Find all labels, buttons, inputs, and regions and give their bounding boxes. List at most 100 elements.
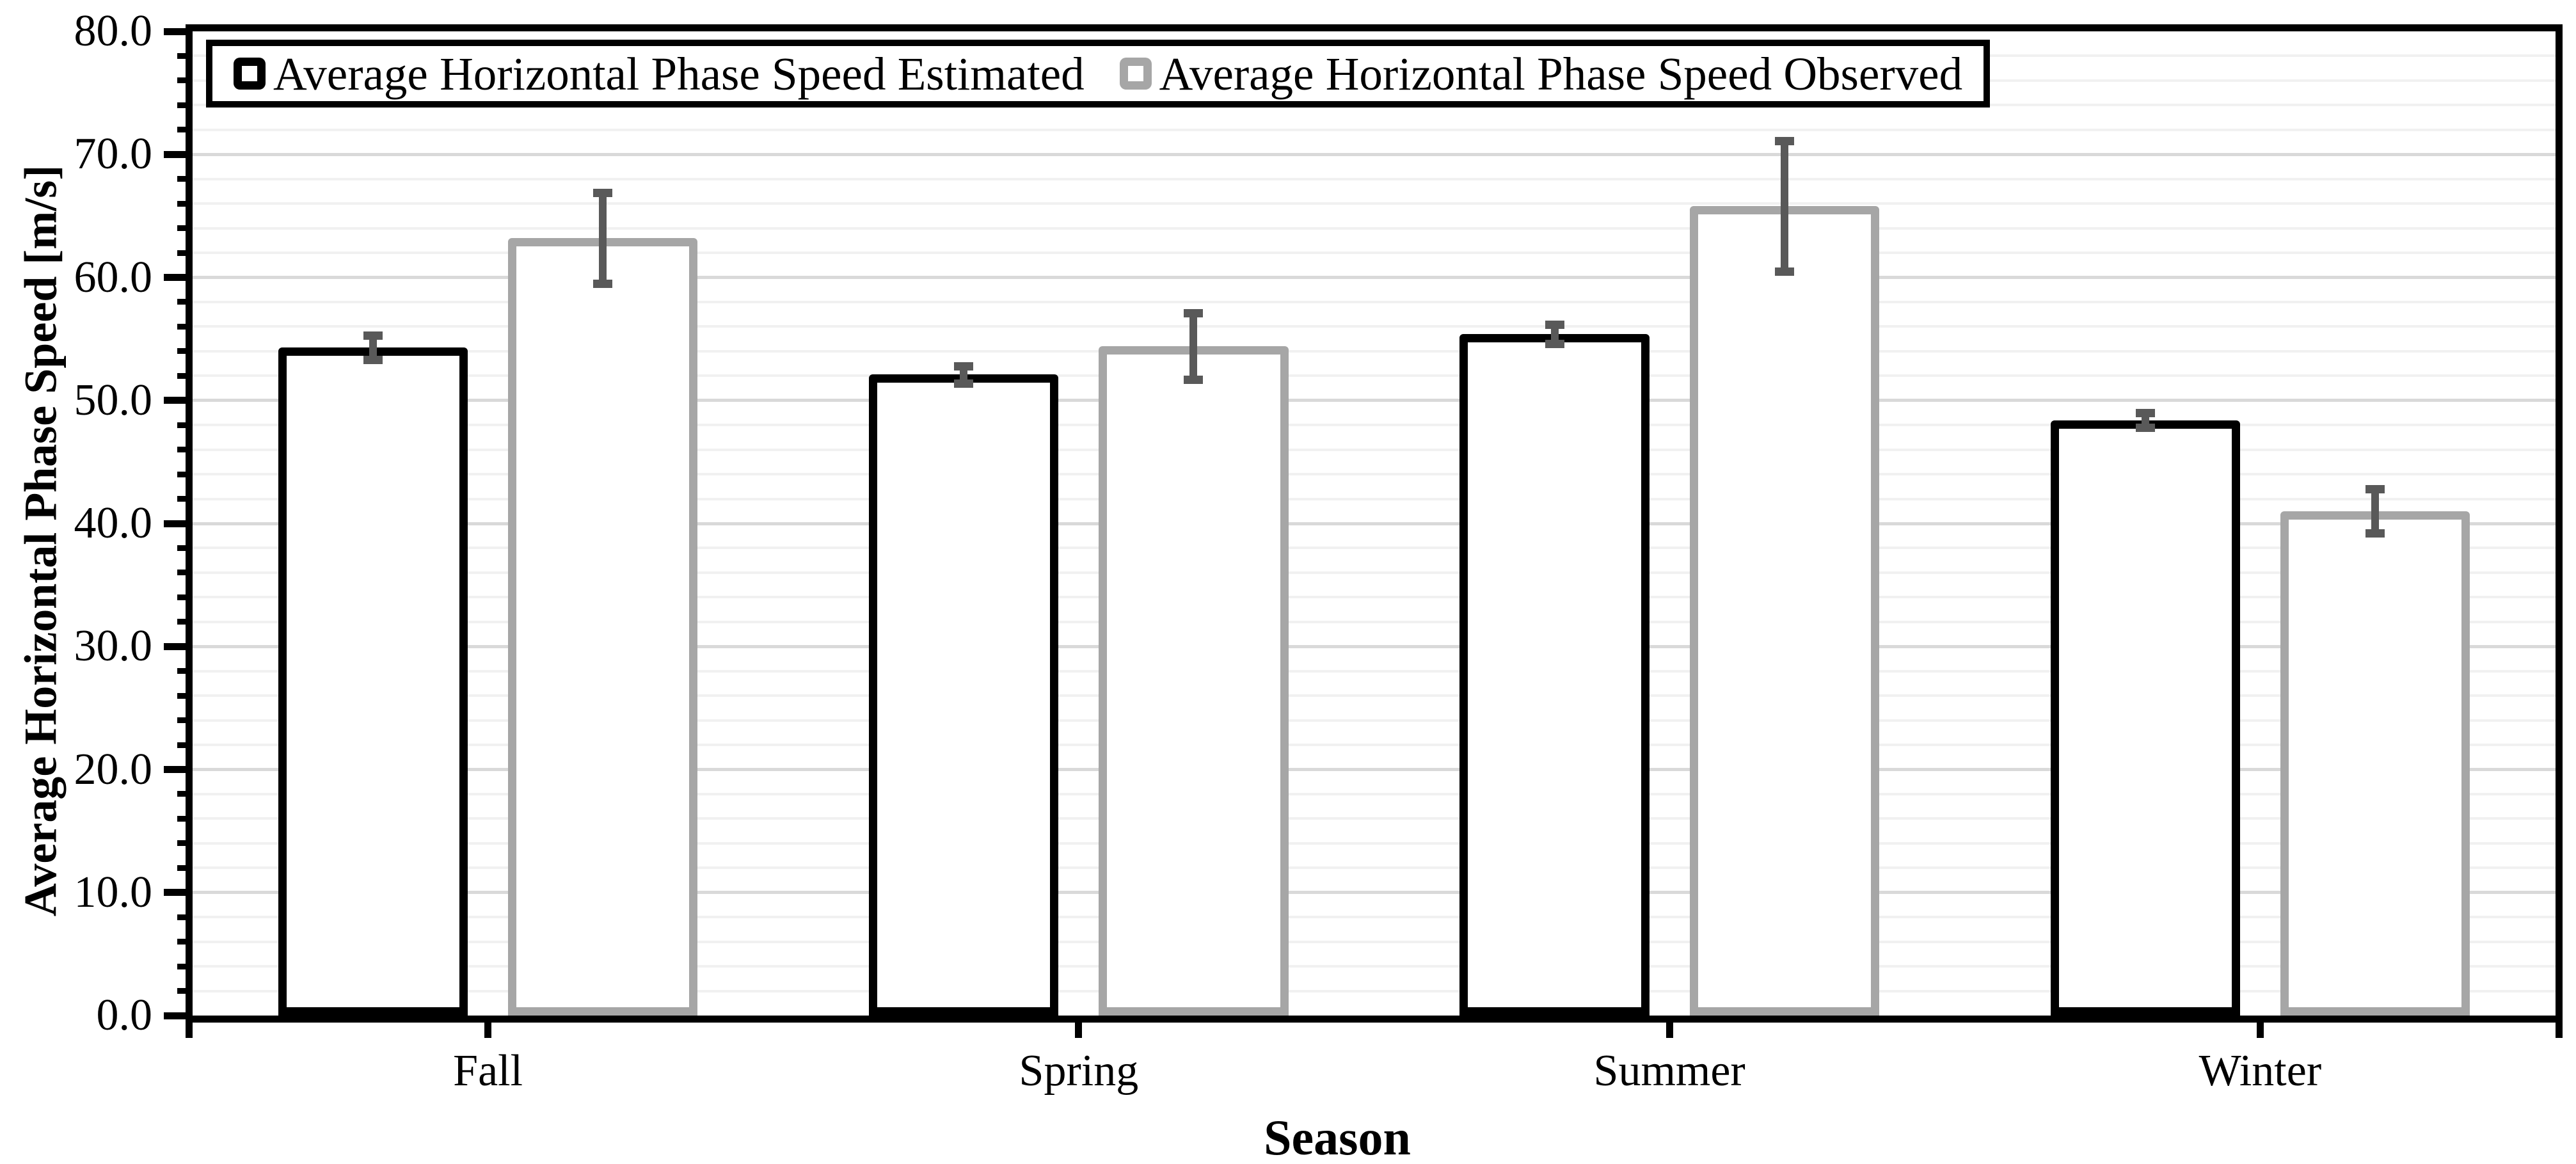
y-minor-tick: [177, 545, 186, 551]
minor-gridline: [193, 620, 2556, 623]
y-major-tick: [164, 150, 186, 158]
minor-gridline: [193, 424, 2556, 427]
minor-gridline: [193, 497, 2556, 500]
error-bar-cap: [593, 188, 613, 197]
legend: Average Horizontal Phase Speed Estimated…: [206, 40, 1990, 108]
bar-spring-series1: [869, 374, 1059, 1016]
minor-gridline: [193, 792, 2556, 795]
error-bar-cap: [363, 356, 383, 365]
bar-spring-series2: [1099, 346, 1289, 1016]
y-tick-label: 20.0: [74, 744, 153, 794]
minor-gridline: [193, 669, 2556, 673]
error-bar-cap: [1184, 376, 1204, 385]
minor-gridline: [193, 940, 2556, 943]
y-tick-label: 80.0: [74, 6, 153, 56]
y-major-tick: [164, 520, 186, 527]
bar-winter-series2: [2280, 511, 2470, 1016]
error-bar-cap: [1545, 320, 1564, 329]
minor-gridline: [193, 128, 2556, 131]
error-bar: [1189, 313, 1198, 380]
y-minor-tick: [177, 840, 186, 847]
y-major-tick: [164, 642, 186, 650]
minor-gridline: [193, 473, 2556, 476]
minor-gridline: [193, 916, 2556, 919]
error-bar-cap: [363, 331, 383, 340]
minor-gridline: [193, 202, 2556, 205]
y-minor-tick: [177, 299, 186, 305]
legend-label: Average Horizontal Phase Speed Estimated: [273, 47, 1085, 100]
minor-gridline: [193, 694, 2556, 698]
y-minor-tick: [177, 570, 186, 576]
x-category-tick: [1075, 1021, 1083, 1038]
y-minor-tick: [177, 422, 186, 428]
y-minor-tick: [177, 939, 186, 945]
bar-summer-series2: [1689, 206, 1879, 1016]
y-minor-tick: [177, 988, 186, 994]
bar-summer-series1: [1459, 333, 1650, 1016]
major-gridline: [193, 152, 2556, 156]
legend-entry-estimated: Average Horizontal Phase Speed Estimated: [234, 51, 1085, 97]
error-bar-cap: [1774, 137, 1794, 146]
minor-gridline: [193, 325, 2556, 328]
bar-fall-series1: [278, 347, 468, 1016]
y-minor-tick: [177, 914, 186, 920]
bar-fall-series2: [508, 237, 698, 1016]
error-bar-cap: [2135, 424, 2155, 433]
y-minor-tick: [177, 447, 186, 453]
legend-entry-observed: Average Horizontal Phase Speed Observed: [1119, 47, 1963, 100]
error-bar-cap: [954, 379, 974, 388]
error-bar-cap: [1774, 267, 1794, 276]
error-bar-cap: [593, 280, 613, 289]
y-minor-tick: [177, 77, 186, 84]
y-minor-tick: [177, 496, 186, 502]
y-minor-tick: [177, 127, 186, 133]
y-major-tick: [164, 1012, 186, 1019]
y-tick-label: 10.0: [74, 867, 153, 917]
plot-area: [186, 24, 2563, 1023]
major-gridline: [193, 522, 2556, 525]
minor-gridline: [193, 546, 2556, 550]
y-minor-tick: [177, 717, 186, 724]
y-minor-tick: [177, 200, 186, 207]
major-gridline: [193, 644, 2556, 648]
legend-label: Average Horizontal Phase Speed Observed: [1159, 47, 1963, 100]
error-bar: [1780, 141, 1788, 271]
y-tick-label: 40.0: [74, 498, 153, 548]
major-gridline: [193, 399, 2556, 403]
y-minor-tick: [177, 668, 186, 674]
minor-gridline: [193, 227, 2556, 230]
y-minor-tick: [177, 52, 186, 59]
minor-gridline: [193, 349, 2556, 353]
y-major-tick: [164, 397, 186, 404]
y-minor-tick: [177, 348, 186, 355]
y-minor-tick: [177, 225, 186, 232]
bar-winter-series1: [2050, 420, 2240, 1016]
y-minor-tick: [177, 176, 186, 182]
minor-gridline: [193, 744, 2556, 747]
minor-gridline: [193, 251, 2556, 255]
y-tick-label: 50.0: [74, 375, 153, 425]
minor-gridline: [193, 571, 2556, 574]
y-minor-tick: [177, 102, 186, 108]
y-major-tick: [164, 766, 186, 773]
minor-gridline: [193, 817, 2556, 820]
x-category-label: Summer: [1593, 1046, 1745, 1096]
major-gridline: [193, 891, 2556, 895]
error-bar: [599, 192, 607, 284]
x-axis-title: Season: [1264, 1110, 1411, 1164]
minor-gridline: [193, 448, 2556, 451]
x-category-label: Fall: [453, 1046, 523, 1096]
y-major-tick: [164, 889, 186, 897]
error-bar: [2371, 489, 2379, 534]
error-bar-cap: [2135, 408, 2155, 417]
y-minor-tick: [177, 815, 186, 822]
error-bar-cap: [954, 362, 974, 371]
y-minor-tick: [177, 619, 186, 625]
error-bar-cap: [1545, 340, 1564, 349]
y-tick-label: 60.0: [74, 252, 153, 302]
major-gridline: [193, 768, 2556, 771]
minor-gridline: [193, 866, 2556, 870]
y-minor-tick: [177, 594, 186, 600]
minor-gridline: [193, 719, 2556, 722]
